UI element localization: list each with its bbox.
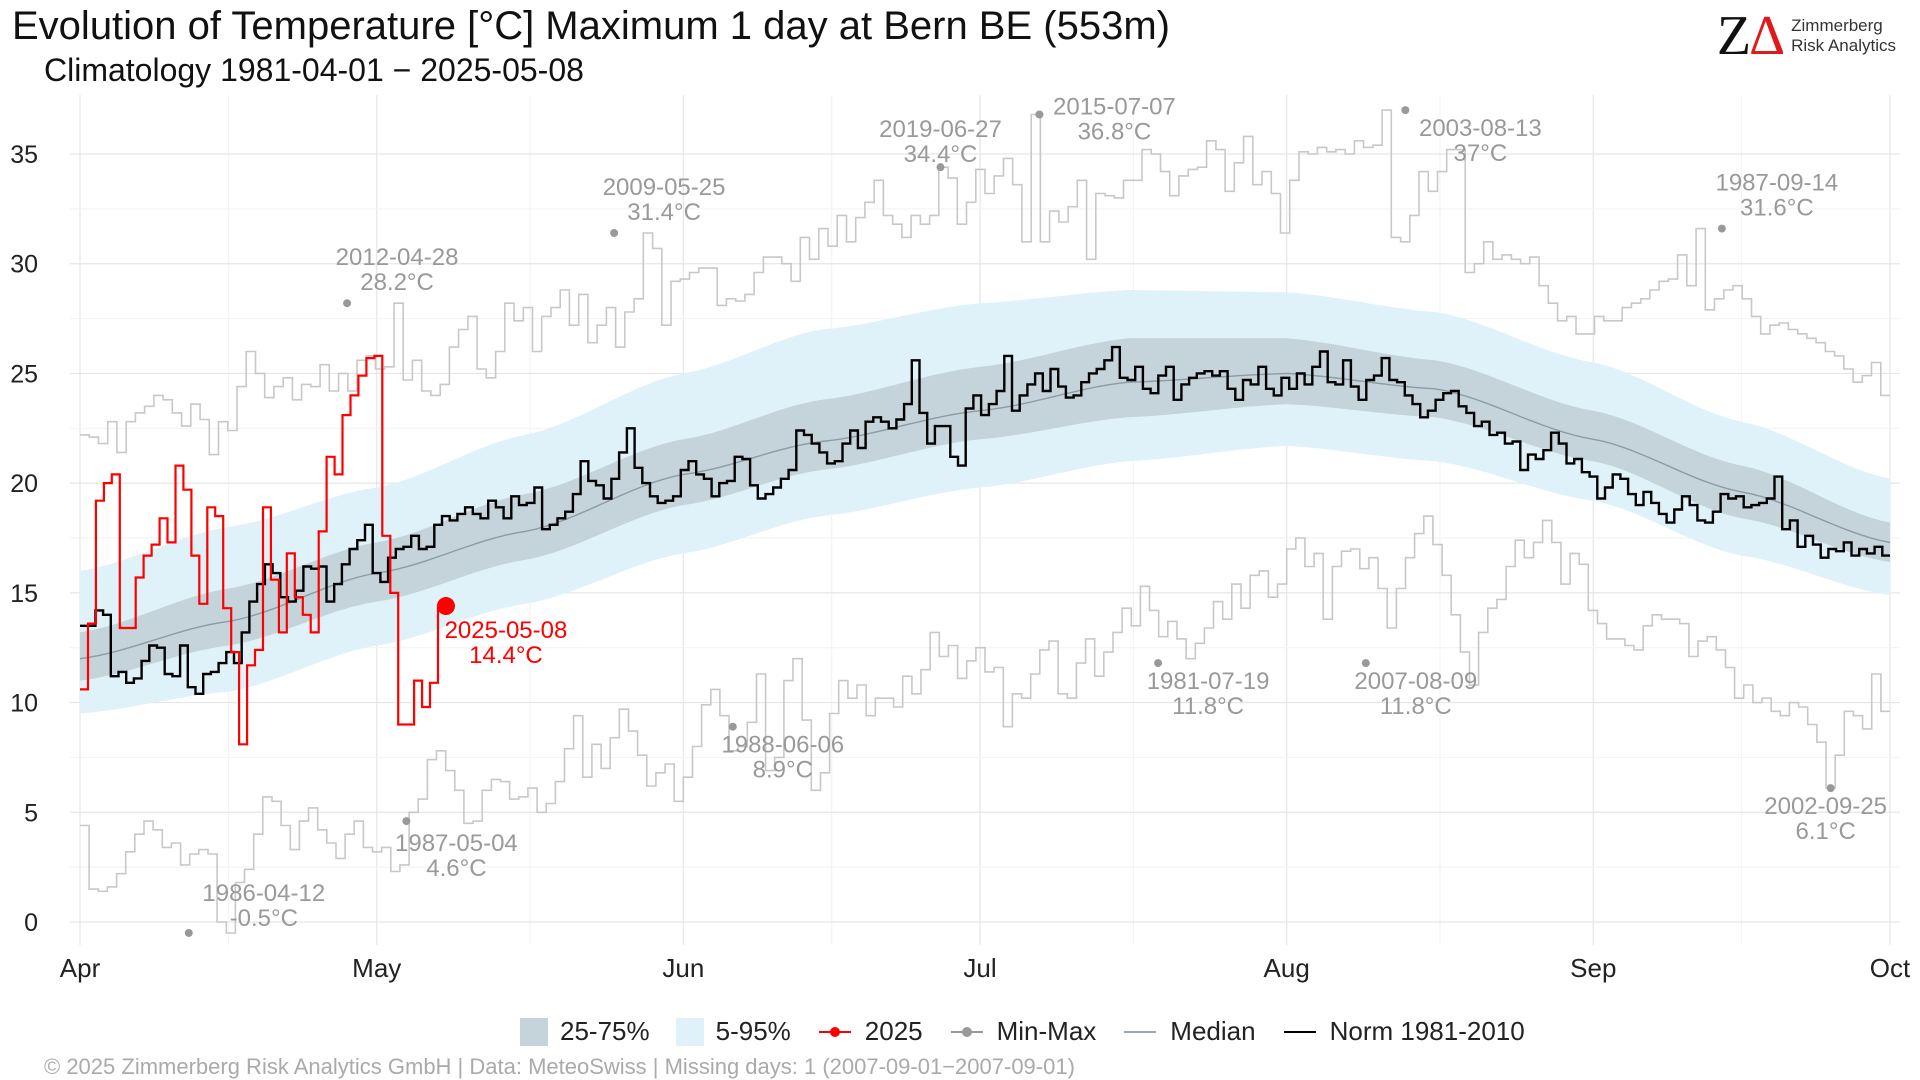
record-value-label: 4.6°C: [426, 855, 486, 882]
record-point-min: [402, 817, 411, 826]
record-date-label: 2002-09-25: [1764, 793, 1887, 820]
legend-swatch: [818, 1026, 851, 1037]
legend: 25-75% 5-95% 2025 Min-Max Median Norm 1981-20…: [520, 1016, 1551, 1047]
x-tick-label: Jul: [963, 953, 996, 983]
record-point-max: [1401, 106, 1410, 115]
min-max-lines: [80, 109, 1890, 934]
record-date-label: 1988-06-06: [721, 732, 844, 759]
legend-label: Min-Max: [996, 1016, 1097, 1046]
legend-swatch: [675, 1017, 704, 1046]
legend-swatch: [950, 1026, 983, 1037]
record-value-label: 36.8°C: [1078, 119, 1152, 146]
record-date-label: 1987-09-14: [1715, 170, 1838, 197]
y-tick-label: 35: [10, 141, 38, 169]
norm-line: [80, 345, 1890, 695]
legend-label: 25-75%: [560, 1016, 650, 1046]
legend-label: 2025: [864, 1016, 923, 1046]
record-value-label: 11.8°C: [1172, 693, 1244, 720]
legend-item: 5-95%: [675, 1016, 791, 1047]
median-line: [79, 372, 1891, 660]
record-point-max: [936, 163, 945, 172]
logo-text: Zimmerberg Risk Analytics: [1791, 16, 1896, 56]
current-point: [436, 597, 455, 616]
record-date-label: 2012-04-28: [336, 244, 459, 271]
legend-label: Norm 1981-2010: [1329, 1016, 1525, 1046]
y-tick-label: 20: [10, 470, 38, 498]
legend-item: Norm 1981-2010: [1282, 1016, 1525, 1047]
record-point-min: [1826, 784, 1835, 793]
legend-item: 2025: [817, 1016, 923, 1047]
footer-credits: © 2025 Zimmerberg Risk Analytics GmbH | …: [44, 1054, 1075, 1079]
y-tick-label: 5: [24, 799, 38, 827]
y-tick-label: 10: [10, 690, 38, 718]
record-point-max: [1717, 224, 1726, 233]
x-tick-label: Apr: [60, 953, 101, 983]
record-date-label: 2003-08-13: [1419, 115, 1542, 142]
record-value-label: 31.6°C: [1740, 195, 1814, 222]
max-line: [80, 109, 1890, 456]
axes: 0 5 10 15 20 25 30 35 Apr May Jun Jul Aug Sep Oct: [10, 141, 1911, 983]
company-logo: ZΔ Zimmerberg Risk Analytics: [1717, 8, 1896, 64]
legend-label: 5-95%: [715, 1016, 791, 1046]
current-year-path: [80, 354, 446, 746]
record-value-label: 8.9°C: [753, 757, 813, 784]
x-tick-label: Sep: [1570, 953, 1616, 983]
legend-swatch: [1283, 1030, 1316, 1033]
legend-item: 25-75%: [520, 1016, 650, 1047]
min-line: [80, 515, 1890, 934]
logo-mark: ZΔ: [1716, 5, 1785, 67]
record-value-label: 11.8°C: [1380, 693, 1452, 720]
record-point-max: [343, 299, 352, 308]
median-path: [79, 372, 1891, 660]
x-tick-label: Oct: [1870, 953, 1911, 983]
record-point-min: [1154, 659, 1163, 668]
record-date-label: 1981-07-19: [1147, 668, 1270, 695]
x-tick-label: Jun: [662, 953, 704, 983]
record-point-min: [728, 722, 737, 731]
legend-item: Median: [1122, 1016, 1256, 1047]
record-date-label: 1987-05-04: [395, 830, 518, 857]
y-tick-label: 0: [24, 909, 38, 937]
y-tick-label: 25: [10, 360, 38, 388]
legend-swatch: [1124, 1030, 1157, 1033]
y-tick-label: 15: [10, 580, 38, 608]
record-value-label: 31.4°C: [627, 199, 701, 226]
record-point-max: [610, 228, 619, 237]
record-date-label: 2007-08-09: [1354, 668, 1477, 695]
record-point-min: [1361, 659, 1370, 668]
record-date-label: 2015-07-07: [1053, 94, 1176, 121]
chart-title: Evolution of Temperature [°C] Maximum 1 …: [12, 4, 1170, 48]
record-date-label: 2019-06-27: [879, 116, 1002, 143]
norm-path: [80, 345, 1890, 695]
record-value-label: 6.1°C: [1796, 818, 1856, 845]
legend-swatch: [520, 1017, 548, 1046]
band-25-75: [80, 338, 1890, 681]
x-tick-label: May: [352, 953, 401, 983]
record-value-label: 34.4°C: [904, 141, 978, 168]
logo-line1: Zimmerberg: [1791, 16, 1883, 35]
record-value-label: -0.5°C: [230, 905, 298, 932]
record-value-label: 28.2°C: [360, 269, 434, 296]
legend-item: Min-Max: [949, 1016, 1097, 1047]
legend-label: Median: [1170, 1016, 1256, 1046]
record-point-min: [184, 928, 193, 937]
logo-line2: Risk Analytics: [1791, 36, 1896, 55]
x-tick-label: Aug: [1264, 953, 1310, 983]
record-date-label: 2009-05-25: [603, 174, 726, 201]
record-date-label: 1986-04-12: [202, 880, 325, 907]
percentile-bands: [80, 290, 1890, 714]
chart-subtitle: Climatology 1981-04-01 − 2025-05-08: [44, 52, 584, 88]
y-tick-label: 30: [10, 251, 38, 279]
current-point-value: 14.4°C: [469, 642, 543, 669]
record-value-label: 37°C: [1454, 140, 1508, 167]
current-point-date: 2025-05-08: [445, 617, 568, 644]
record-point-max: [1035, 110, 1044, 119]
